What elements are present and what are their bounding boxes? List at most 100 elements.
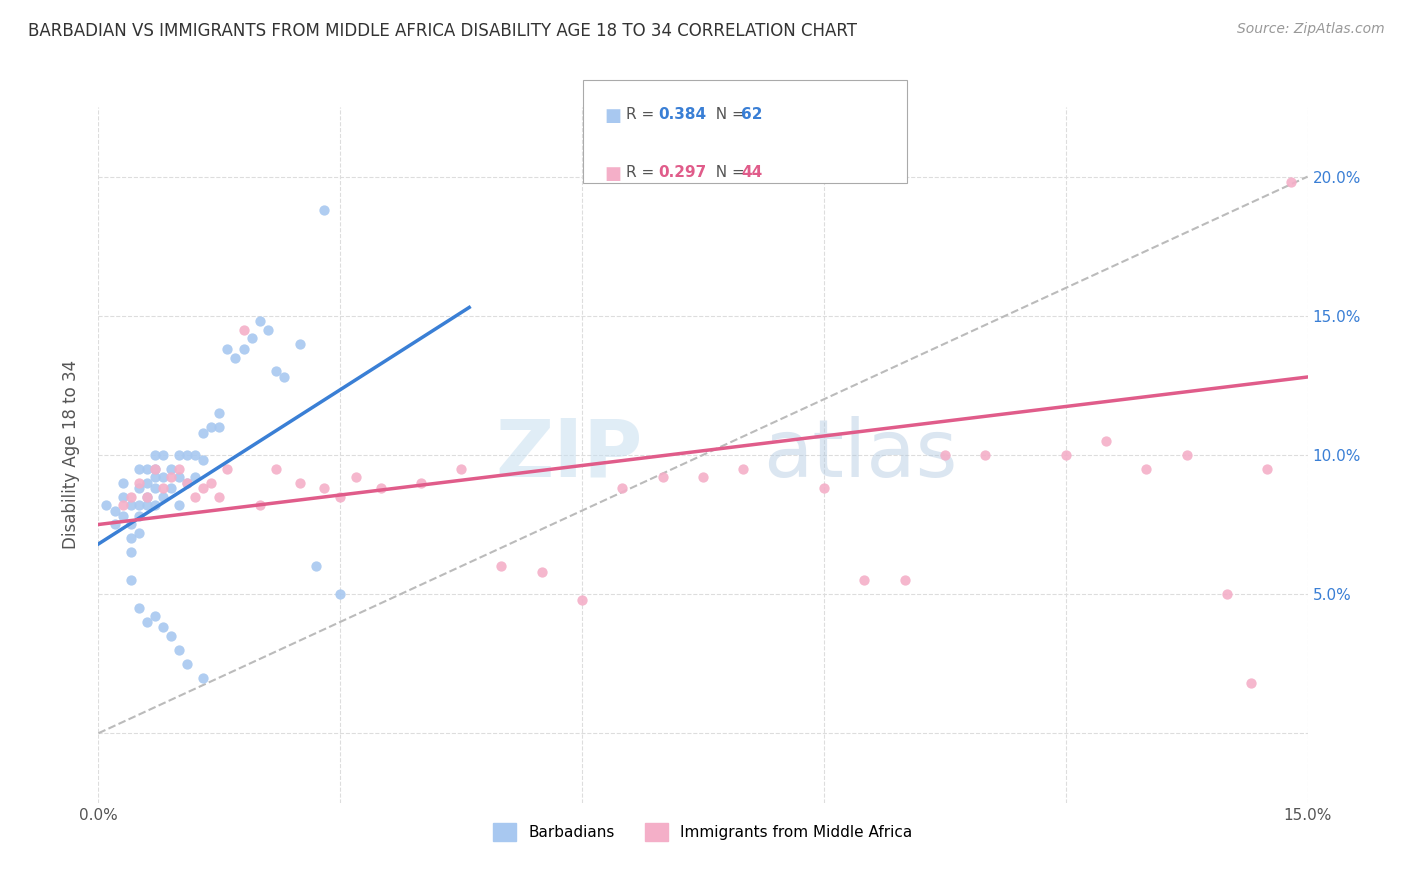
Point [450, 462, 472, 476]
Text: atlas: atlas [763, 416, 957, 494]
Legend: Barbadians, Immigrants from Middle Africa: Barbadians, Immigrants from Middle Afric… [486, 816, 920, 847]
Point [143, 609, 166, 624]
Point [193, 481, 215, 495]
Point [329, 490, 352, 504]
Point [111, 498, 134, 512]
Point [103, 503, 125, 517]
Point [111, 509, 134, 524]
Text: 0.297: 0.297 [658, 165, 706, 180]
Point [176, 475, 198, 490]
Point [152, 620, 174, 634]
Point [120, 545, 142, 559]
Point [128, 498, 150, 512]
Point [232, 342, 254, 356]
Point [692, 470, 714, 484]
Point [152, 470, 174, 484]
Point [370, 481, 392, 495]
Point [96, 498, 118, 512]
Point [193, 453, 215, 467]
Point [135, 490, 157, 504]
Point [264, 364, 287, 378]
Point [288, 336, 311, 351]
Point [193, 425, 215, 440]
Point [167, 462, 190, 476]
Text: 0.384: 0.384 [658, 107, 706, 122]
Point [813, 481, 835, 495]
Point [571, 592, 593, 607]
Point [1175, 448, 1198, 462]
Text: 44: 44 [741, 165, 762, 180]
Point [143, 462, 166, 476]
Point [184, 470, 207, 484]
Point [217, 342, 239, 356]
Point [152, 490, 174, 504]
Point [128, 601, 150, 615]
Point [1256, 462, 1278, 476]
Point [111, 475, 134, 490]
Point [176, 448, 198, 462]
Point [128, 481, 150, 495]
Point [135, 475, 157, 490]
Point [273, 370, 295, 384]
Point [232, 323, 254, 337]
Point [120, 532, 142, 546]
Point [120, 490, 142, 504]
Point [208, 490, 231, 504]
Point [329, 587, 352, 601]
Point [733, 462, 755, 476]
Point [143, 481, 166, 495]
Text: N =: N = [706, 165, 749, 180]
Point [184, 448, 207, 462]
Point [409, 475, 432, 490]
Point [1281, 175, 1303, 189]
Point [160, 462, 183, 476]
Point [167, 498, 190, 512]
Point [208, 406, 231, 420]
Text: R =: R = [626, 165, 659, 180]
Text: N =: N = [706, 107, 749, 122]
Point [128, 525, 150, 540]
Point [1216, 587, 1239, 601]
Point [120, 573, 142, 587]
Point [128, 475, 150, 490]
Point [224, 351, 246, 365]
Point [193, 671, 215, 685]
Point [200, 420, 222, 434]
Point [491, 559, 513, 574]
Point [217, 462, 239, 476]
Point [103, 517, 125, 532]
Point [208, 420, 231, 434]
Point [1135, 462, 1157, 476]
Point [143, 470, 166, 484]
Point [530, 565, 553, 579]
Point [256, 323, 278, 337]
Point [314, 481, 336, 495]
Point [651, 470, 673, 484]
Point [249, 314, 271, 328]
Point [934, 448, 956, 462]
Point [612, 481, 634, 495]
Point [160, 629, 183, 643]
Point [111, 490, 134, 504]
Text: Source: ZipAtlas.com: Source: ZipAtlas.com [1237, 22, 1385, 37]
Point [305, 559, 328, 574]
Point [1054, 448, 1077, 462]
Point [1240, 676, 1263, 690]
Point [176, 475, 198, 490]
Point [200, 475, 222, 490]
Point [344, 470, 367, 484]
Text: BARBADIAN VS IMMIGRANTS FROM MIDDLE AFRICA DISABILITY AGE 18 TO 34 CORRELATION C: BARBADIAN VS IMMIGRANTS FROM MIDDLE AFRI… [28, 22, 858, 40]
Point [143, 462, 166, 476]
Point [240, 331, 263, 345]
Point [893, 573, 915, 587]
Point [264, 462, 287, 476]
Point [176, 657, 198, 671]
Point [128, 509, 150, 524]
Point [288, 475, 311, 490]
Point [143, 498, 166, 512]
Text: 62: 62 [741, 107, 762, 122]
Point [152, 448, 174, 462]
Point [974, 448, 997, 462]
Point [135, 615, 157, 629]
Text: ZIP: ZIP [495, 416, 643, 494]
